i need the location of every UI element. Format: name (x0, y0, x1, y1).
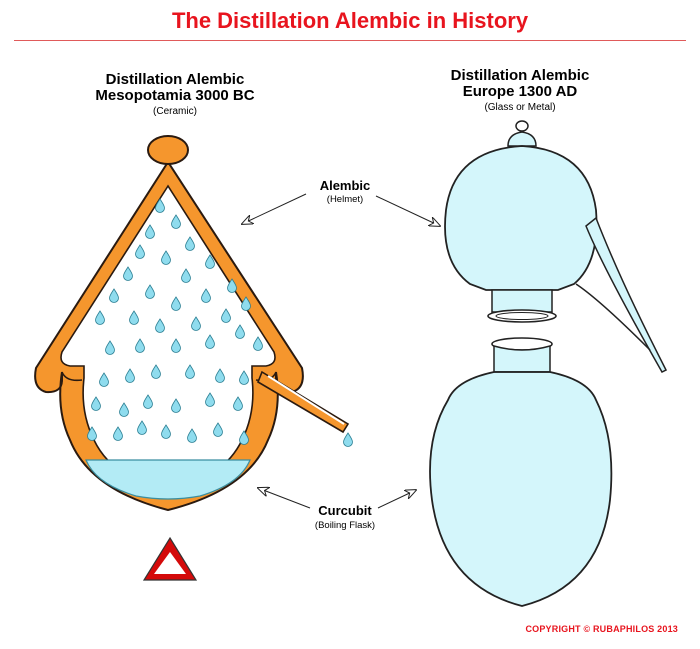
top-knob (147, 135, 189, 165)
helmet-beak-neck (575, 283, 651, 351)
helmet-finial (515, 120, 529, 132)
right-material-label: (Glass or Metal) (484, 102, 556, 113)
arrow-alembic-left (242, 193, 307, 224)
helmet-ring (487, 309, 557, 323)
curcubit-sub-label: (Boiling Flask) (314, 520, 376, 531)
left-heading-line1: Distillation Alembic (105, 71, 245, 88)
outlet-spout-bore (267, 375, 345, 425)
page-title: The Distillation Alembic in History (171, 8, 529, 33)
left-material-label: (Ceramic) (153, 106, 197, 117)
right-heading-line1: Distillation Alembic (450, 67, 590, 84)
alembic-label: Alembic (319, 178, 371, 193)
callout-arrows (242, 193, 440, 509)
water-drop-icon (343, 432, 353, 447)
helmet-beak (585, 216, 668, 373)
arrow-curcubit-left (258, 488, 311, 509)
left-heading-line2: Mesopotamia 3000 BC (95, 87, 255, 104)
alembic-sub-label: (Helmet) (326, 194, 364, 205)
flask-neck (493, 345, 551, 373)
curcubit-flask (429, 371, 613, 607)
outlet-spout (257, 370, 350, 434)
warning-triangle-icon (142, 536, 198, 581)
right-heading-line2: Europe 1300 AD (462, 83, 578, 100)
curcubit-label: Curcubit (318, 503, 372, 518)
copyright-notice: COPYRIGHT © RUBAPHILOS 2013 (525, 624, 678, 634)
helmet-neck (491, 289, 553, 313)
ceramic-alembic (34, 135, 353, 512)
left-collection-rim (61, 371, 83, 382)
glass-alembic (429, 120, 668, 607)
title-divider (14, 40, 686, 41)
arrow-alembic-right (375, 195, 440, 226)
boiling-liquid (85, 459, 251, 500)
helmet-collar (507, 131, 537, 147)
helmet-body (444, 145, 598, 291)
arrow-curcubit-right (377, 490, 416, 509)
